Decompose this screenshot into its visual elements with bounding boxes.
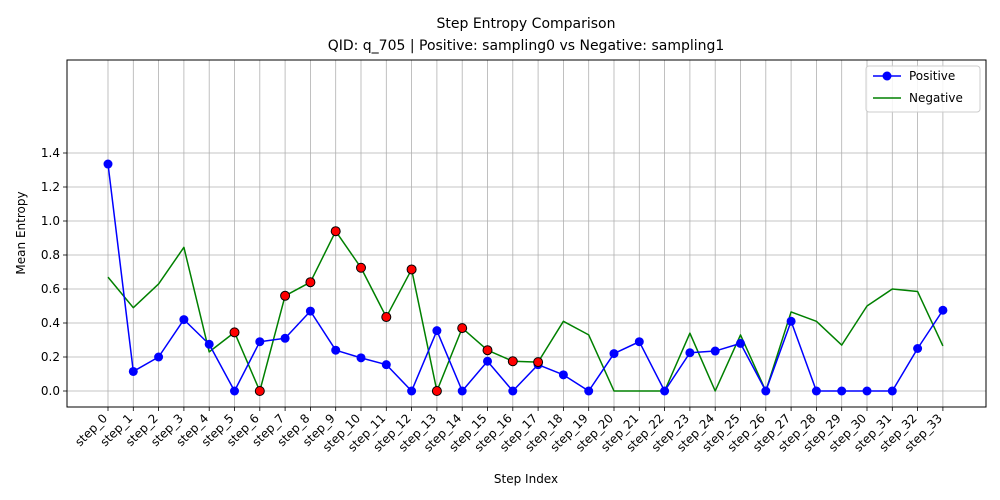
legend-negative-label: Negative — [909, 91, 963, 105]
highlight-point — [305, 277, 316, 288]
positive-point — [179, 315, 189, 325]
positive-point — [457, 386, 467, 396]
highlight-point — [356, 262, 366, 273]
y-tick-label: 0.6 — [41, 282, 60, 296]
positive-point — [255, 337, 265, 347]
plot-frame — [66, 59, 987, 408]
y-axis-ticks: 0.0 0.2 0.4 0.6 0.8 1.0 1.2 1.4 — [41, 146, 67, 398]
positive-point — [356, 353, 366, 363]
positive-point — [508, 386, 518, 396]
y-tick-label: 1.4 — [41, 146, 60, 160]
y-tick-label: 0.2 — [41, 350, 60, 364]
positive-point — [710, 346, 720, 356]
positive-point — [938, 305, 948, 315]
positive-point — [204, 339, 214, 349]
positive-point — [736, 338, 745, 348]
highlight-point — [280, 290, 291, 301]
y-tick-label: 0.4 — [41, 316, 60, 330]
positive-point — [634, 337, 644, 347]
positive-point — [811, 386, 821, 396]
highlight-point — [254, 386, 265, 396]
y-tick-label: 0.0 — [41, 384, 60, 398]
positive-point — [407, 386, 417, 396]
positive-point — [660, 386, 670, 396]
positive-point — [685, 348, 695, 358]
legend-box — [865, 65, 981, 113]
positive-point — [128, 366, 138, 376]
highlight-point — [533, 357, 544, 368]
y-tick-label: 1.0 — [41, 214, 60, 228]
positive-point — [483, 356, 492, 366]
positive-point — [761, 386, 771, 396]
positive-point — [862, 386, 872, 396]
positive-point — [331, 345, 341, 355]
y-axis-title: Mean Entropy — [14, 191, 28, 274]
positive-point — [913, 344, 923, 353]
series-line-negative — [107, 230, 944, 392]
positive-point — [609, 349, 619, 359]
legend-positive-label: Positive — [909, 69, 955, 83]
highlight-point — [381, 312, 392, 323]
highlight-point — [457, 323, 468, 334]
positive-point — [305, 306, 315, 316]
positive-point — [432, 326, 442, 336]
chart-title: Step Entropy Comparison — [437, 16, 616, 32]
series-layer — [103, 159, 948, 396]
positive-point — [786, 316, 796, 326]
highlight-point — [229, 327, 240, 338]
positive-point — [584, 386, 594, 396]
highlight-point — [482, 345, 493, 356]
x-axis-title: Step Index — [494, 472, 558, 486]
y-tick-label: 0.8 — [41, 248, 60, 262]
series-line-positive — [107, 163, 944, 392]
legend-positive-marker — [882, 71, 892, 81]
highlight-point — [330, 226, 341, 237]
legend: Positive Negative — [865, 65, 981, 113]
chart-subtitle: QID: q_705 | Positive: sampling0 vs Nega… — [328, 38, 725, 54]
grid — [67, 60, 986, 407]
highlight-point — [406, 264, 417, 275]
positive-point — [103, 159, 113, 169]
highlight-point — [507, 356, 518, 367]
positive-point — [230, 386, 239, 396]
positive-point — [837, 386, 847, 396]
x-axis-ticks: step_0step_1step_2step_3step_4step_5step… — [72, 407, 945, 455]
y-tick-label: 1.2 — [41, 180, 60, 194]
positive-point — [154, 352, 164, 362]
positive-point — [887, 386, 897, 396]
positive-point — [558, 370, 568, 380]
positive-point — [280, 333, 290, 343]
positive-point — [381, 360, 391, 370]
highlight-point — [431, 386, 442, 396]
